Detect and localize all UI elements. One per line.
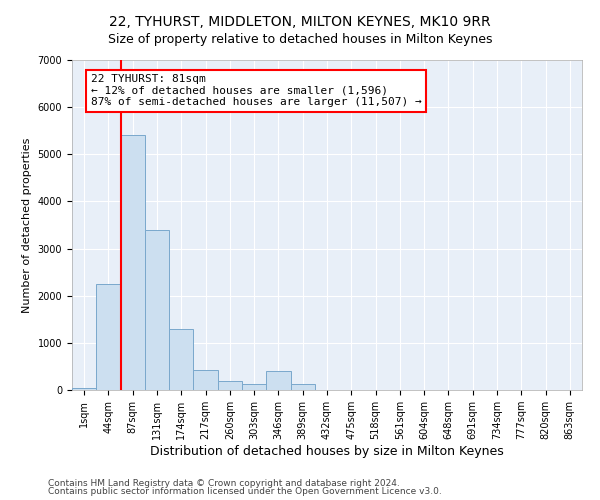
Bar: [290, 384, 315, 390]
Text: 22, TYHURST, MIDDLETON, MILTON KEYNES, MK10 9RR: 22, TYHURST, MIDDLETON, MILTON KEYNES, M…: [109, 15, 491, 29]
Bar: [72, 388, 96, 390]
Y-axis label: Number of detached properties: Number of detached properties: [22, 138, 32, 312]
Bar: [96, 284, 121, 390]
Bar: [218, 380, 242, 390]
Text: Contains HM Land Registry data © Crown copyright and database right 2024.: Contains HM Land Registry data © Crown c…: [48, 478, 400, 488]
Bar: [193, 370, 218, 390]
X-axis label: Distribution of detached houses by size in Milton Keynes: Distribution of detached houses by size …: [150, 445, 504, 458]
Bar: [145, 230, 169, 390]
Bar: [266, 371, 290, 390]
Text: Contains public sector information licensed under the Open Government Licence v3: Contains public sector information licen…: [48, 487, 442, 496]
Bar: [169, 328, 193, 390]
Text: Size of property relative to detached houses in Milton Keynes: Size of property relative to detached ho…: [108, 32, 492, 46]
Bar: [242, 384, 266, 390]
Text: 22 TYHURST: 81sqm
← 12% of detached houses are smaller (1,596)
87% of semi-detac: 22 TYHURST: 81sqm ← 12% of detached hous…: [91, 74, 422, 108]
Bar: [121, 136, 145, 390]
